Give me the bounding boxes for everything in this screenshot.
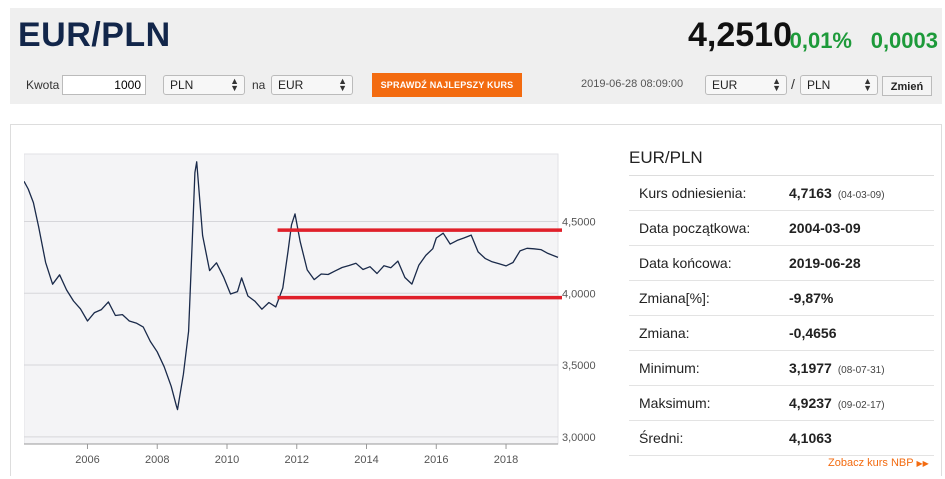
base-currency-value: EUR (712, 78, 738, 92)
stats-row: Data końcowa: 2019-06-28 (629, 246, 934, 281)
x-tick-label: 2016 (424, 454, 448, 466)
select-arrows-icon: ▲ ▼ (772, 76, 781, 93)
to-currency-value: EUR (278, 78, 304, 92)
x-tick-label: 2008 (145, 454, 169, 466)
stats-row: Średni: 4,1063 (629, 421, 934, 456)
amount-input[interactable] (62, 75, 146, 95)
rate-chart: 3,0000 3,5000 4,0000 4,5000 2006 2008 2010 2012… (23, 148, 608, 474)
change-absolute: 0,0003 (870, 28, 938, 53)
rate-datetime: 2019-06-28 08:09:00 (581, 78, 684, 90)
stats-row: Maksimum: 4,9237 (09-02-17) (629, 386, 934, 421)
change-pair-button[interactable]: Zmień (882, 76, 932, 96)
stats-label: Zmiana[%]: (639, 290, 710, 306)
from-currency-value: PLN (170, 78, 194, 92)
stats-label: Zmiana: (639, 325, 690, 341)
stats-value: 4,9237 (09-02-17) (789, 395, 885, 411)
stats-value-text: 4,1063 (789, 430, 832, 446)
x-tick-label: 2010 (215, 454, 239, 466)
stats-date: (09-02-17) (837, 400, 885, 411)
change-percent: 0,01% (789, 28, 852, 53)
stats-label: Data początkowa: (639, 220, 751, 236)
stats-value: -9,87% (789, 290, 833, 306)
stats-value-text: -9,87% (789, 290, 834, 306)
x-tick-label: 2006 (75, 454, 99, 466)
stats-value-text: 4,9237 (789, 395, 832, 411)
double-arrow-icon: ▶▶ (916, 459, 929, 468)
stats-value-text: -0,4656 (789, 325, 837, 341)
stats-date: (04-03-09) (837, 190, 885, 201)
base-currency-select[interactable]: EUR ▲ ▼ (705, 75, 787, 95)
stats-table: Kurs odniesienia: 4,7163 (04-03-09) Data po… (629, 175, 934, 456)
pair-separator: / (791, 76, 795, 92)
stats-value: 2004-03-09 (789, 220, 861, 236)
y-tick-label: 3,5000 (562, 360, 596, 372)
stats-value: 4,1063 (789, 430, 832, 446)
stats-label: Kurs odniesienia: (639, 185, 747, 201)
page-title: EUR/PLN (18, 16, 171, 54)
stats-row: Zmiana: -0,4656 (629, 316, 934, 351)
to-label: na (252, 78, 266, 92)
stats-row: Kurs odniesienia: 4,7163 (04-03-09) (629, 176, 934, 211)
x-tick-label: 2018 (494, 454, 518, 466)
select-arrows-icon: ▲ ▼ (863, 76, 872, 93)
current-rate: 4,2510 (688, 16, 792, 54)
nbp-link-label: Zobacz kurs NBP (828, 457, 914, 469)
select-arrows-icon: ▲ ▼ (338, 76, 347, 93)
best-rate-button[interactable]: SPRAWDŹ NAJLEPSZY KURS (372, 73, 522, 97)
chart-svg: 3,0000 3,5000 4,0000 4,5000 2006 2008 2010 2012… (23, 153, 596, 466)
amount-label: Kwota (26, 78, 60, 92)
stats-value: 4,7163 (04-03-09) (789, 185, 885, 201)
y-tick-label: 4,5000 (562, 216, 596, 228)
stats-value-text: 2019-06-28 (789, 255, 861, 271)
select-arrows-icon: ▲ ▼ (230, 76, 239, 93)
stats-value-text: 4,7163 (789, 185, 832, 201)
stats-label: Minimum: (639, 360, 700, 376)
stats-label: Data końcowa: (639, 255, 732, 271)
stats-title: EUR/PLN (629, 148, 703, 167)
stats-value: 3,1977 (08-07-31) (789, 360, 885, 376)
converter-toolbar: Kwota PLN ▲▼ na EUR ▲▼ SPRAWDŹ NAJLEPSZY… (10, 72, 942, 102)
y-tick-label: 4,0000 (562, 288, 596, 300)
stats-row: Zmiana[%]: -9,87% (629, 281, 934, 316)
quote-currency-value: PLN (807, 78, 831, 92)
x-tick-label: 2012 (285, 454, 309, 466)
quote-currency-select[interactable]: PLN ▲ ▼ (800, 75, 878, 95)
from-currency-select[interactable]: PLN ▲ ▼ (163, 75, 245, 95)
stats-row: Minimum: 3,1977 (08-07-31) (629, 351, 934, 386)
stats-row: Data początkowa: 2004-03-09 (629, 211, 934, 246)
x-tick-label: 2014 (354, 454, 378, 466)
stats-label: Średni: (639, 430, 684, 446)
stats-value: 2019-06-28 (789, 255, 861, 271)
stats-label: Maksimum: (639, 395, 711, 411)
y-tick-label: 3,0000 (562, 432, 596, 444)
stats-date: (08-07-31) (837, 365, 885, 376)
header: EUR/PLN 4,2510 0,01% 0,0003 Kwota PLN ▲▼… (10, 8, 942, 104)
stats-value-text: 2004-03-09 (789, 220, 861, 236)
nbp-link[interactable]: Zobacz kurs NBP ▶▶ (828, 457, 929, 469)
stats-value-text: 3,1977 (789, 360, 832, 376)
stats-value: -0,4656 (789, 325, 836, 341)
to-currency-select[interactable]: EUR ▲ ▼ (271, 75, 353, 95)
